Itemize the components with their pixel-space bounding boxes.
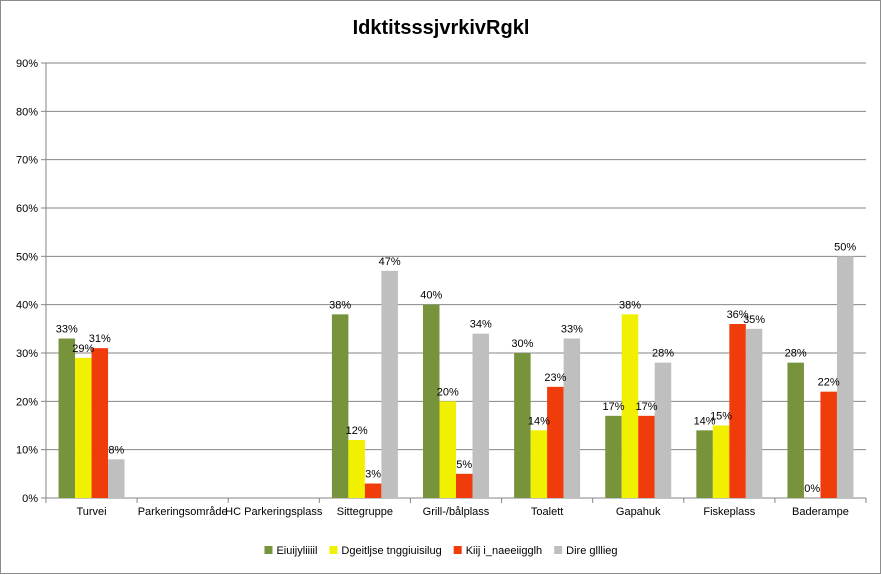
bar — [514, 353, 531, 498]
legend-swatch — [554, 546, 563, 554]
x-tick-label: Toalett — [531, 506, 563, 518]
data-label: 28% — [652, 348, 674, 360]
data-label: 12% — [346, 425, 368, 437]
bar — [621, 314, 639, 498]
bar — [423, 304, 440, 498]
bar — [787, 362, 804, 498]
bars — [58, 256, 854, 498]
bar — [547, 386, 564, 498]
data-label: 23% — [544, 372, 566, 384]
x-tick-label: Parkeringsområde — [138, 506, 228, 518]
chart-title: IdktitsssjvrkivRgkl — [353, 17, 530, 39]
data-label: 3% — [365, 469, 381, 481]
y-tick-label: 10% — [16, 445, 38, 457]
data-label: 20% — [437, 386, 459, 398]
bar — [530, 430, 548, 498]
y-tick-label: 30% — [16, 348, 38, 360]
bar — [638, 415, 655, 498]
bar — [729, 324, 746, 498]
x-tick-label: Gapahuk — [616, 506, 661, 518]
data-label: 5% — [456, 459, 472, 471]
y-tick-label: 20% — [16, 396, 38, 408]
x-tick-label: Grill-/bålplass — [423, 506, 490, 518]
data-label: 38% — [329, 299, 351, 311]
y-tick-label: 40% — [16, 300, 38, 312]
y-tick-label: 90% — [16, 58, 38, 70]
bar — [91, 348, 109, 498]
legend: Eiuijyliiiil Dgeitljse tnggiuisilug Kiij i… — [264, 545, 618, 557]
x-tick-label: Baderampe — [792, 506, 849, 518]
legend-swatch — [453, 546, 462, 554]
bar — [836, 256, 854, 498]
bar — [381, 270, 398, 498]
legend-label: Dire glllieg — [566, 545, 617, 557]
data-label: 14% — [528, 415, 550, 427]
data-label: 47% — [379, 256, 401, 268]
x-tick-label: HC Parkeringsplass — [225, 506, 323, 518]
data-label: 35% — [743, 314, 765, 326]
bar — [605, 415, 622, 498]
y-tick-label: 0% — [22, 493, 38, 505]
legend-label: Dgeitljse tnggiuisilug — [341, 545, 441, 557]
y-tick-label: 80% — [16, 106, 38, 118]
legend-label: Kiij i_naeeiigglh — [466, 545, 542, 557]
x-tick-label: Turvei — [76, 506, 106, 518]
data-label: 33% — [56, 324, 78, 336]
data-label: 40% — [420, 290, 442, 302]
bar — [820, 391, 837, 498]
data-label: 17% — [602, 401, 624, 413]
x-tick-label: Sittegruppe — [337, 506, 393, 518]
data-label: 30% — [511, 338, 533, 350]
y-axis-ticks: 0% 10% 20% 30% 40% 50% 60% 70% 80% 90% — [16, 58, 38, 505]
y-tick-label: 60% — [16, 203, 38, 215]
bar — [348, 440, 365, 498]
data-label: 14% — [694, 415, 716, 427]
legend-label: Eiuijyliiiil — [276, 545, 317, 557]
bar — [108, 459, 125, 498]
data-label: 17% — [635, 401, 657, 413]
bar — [563, 338, 581, 498]
legend-swatch — [264, 546, 273, 554]
bar — [745, 328, 763, 498]
data-label: 28% — [785, 348, 807, 360]
bar — [75, 357, 92, 498]
x-tick-label: Fiskeplass — [703, 506, 755, 518]
bar — [364, 483, 382, 498]
bar — [58, 338, 76, 498]
data-label: 29% — [72, 343, 94, 355]
data-label: 22% — [818, 377, 840, 389]
bar — [331, 314, 349, 498]
data-label: 0% — [804, 483, 820, 495]
data-labels: 33% 29%31% 8% 38% 12% 3% 47% 40% 20% 5% 34% 30% 14% 2… — [56, 241, 857, 495]
bar — [654, 362, 672, 498]
data-label: 38% — [619, 299, 641, 311]
y-tick-label: 70% — [16, 155, 38, 167]
bar — [696, 430, 713, 498]
bar — [439, 401, 456, 498]
bar — [712, 425, 730, 498]
data-label: 50% — [834, 241, 856, 253]
data-label: 15% — [710, 411, 732, 423]
data-label: 36% — [727, 309, 749, 321]
data-label: 31% — [89, 333, 111, 345]
data-label: 34% — [470, 319, 492, 331]
bar — [472, 333, 489, 498]
legend-swatch — [329, 546, 338, 554]
bar — [456, 473, 473, 498]
data-label: 8% — [108, 444, 124, 456]
y-tick-label: 50% — [16, 251, 38, 263]
data-label: 33% — [561, 324, 583, 336]
